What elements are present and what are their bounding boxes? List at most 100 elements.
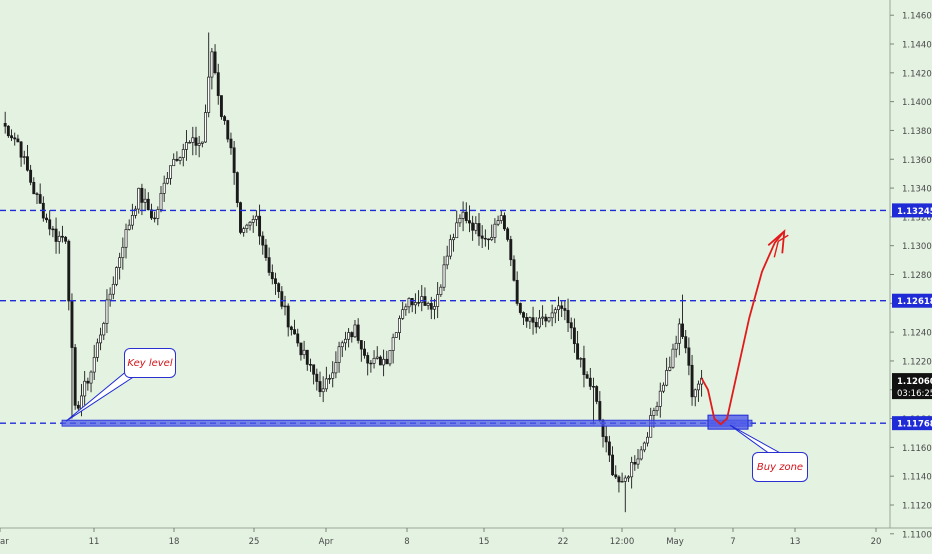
candle-body (6, 125, 10, 137)
candle-body (541, 316, 545, 319)
candle-body (595, 386, 599, 402)
candle-body (356, 324, 360, 341)
candle-body (668, 366, 672, 371)
candle-body (92, 357, 96, 373)
candle-body (480, 235, 484, 239)
candle-body (375, 356, 379, 359)
candle-body (611, 454, 615, 476)
candle-body (448, 239, 452, 257)
candle-body (681, 323, 684, 337)
y-tick-label: 1.13600 (902, 156, 932, 166)
y-tick-label: 1.11600 (902, 444, 932, 454)
candle-body (194, 137, 198, 146)
x-tick-label: May (666, 537, 684, 547)
candle-body (350, 332, 354, 338)
candle-body (534, 321, 538, 328)
candle-body (121, 246, 125, 259)
current-price-label-bg (892, 373, 932, 400)
projection-arrowhead-sketch (773, 234, 789, 258)
candle-body (140, 187, 144, 203)
candle-body (627, 476, 630, 479)
candle-body (162, 182, 166, 194)
candle-body (499, 215, 503, 221)
level-label: 1.11768 (897, 420, 932, 430)
candle-body (388, 350, 392, 365)
candle-body (245, 224, 249, 229)
projection-path (700, 230, 785, 426)
candle-body (401, 309, 405, 319)
candle-body (25, 156, 29, 171)
candle-body (95, 342, 99, 358)
candle-body (563, 308, 567, 311)
candle-body (604, 436, 608, 443)
candle-body (111, 283, 115, 295)
candle-body (60, 235, 64, 238)
candle-body (592, 385, 595, 388)
key-level-callout: Key level (124, 348, 176, 378)
candle-body (442, 264, 446, 288)
candle-body (130, 215, 134, 226)
candle-body (19, 141, 23, 158)
candle-body (105, 299, 109, 324)
candle-body (502, 215, 506, 230)
candle-body (124, 229, 128, 248)
x-tick-label: Apr (319, 537, 334, 547)
candle-body (655, 405, 659, 412)
candle-body (525, 316, 529, 322)
candle-body (134, 208, 138, 216)
candle-body (156, 209, 160, 219)
candle-body (32, 181, 36, 195)
candle-body (518, 303, 522, 313)
candle-body (455, 222, 459, 239)
candle-body (239, 202, 242, 233)
candle-body (80, 395, 83, 409)
candle-body (137, 187, 141, 210)
candle-body (343, 338, 347, 344)
candle-body (617, 476, 621, 483)
candle-body (582, 358, 586, 375)
candle-body (229, 138, 233, 149)
candle-body (35, 193, 39, 195)
candle-body (607, 441, 611, 456)
x-tick-label: 11 (89, 537, 100, 547)
candle-body (468, 220, 471, 224)
candle-body (614, 474, 618, 478)
y-tick-label: 1.11200 (902, 501, 932, 511)
x-tick-label: ar (0, 537, 9, 547)
candle-body (45, 217, 48, 221)
support-zone-band (61, 419, 753, 427)
candle-body (181, 149, 185, 158)
buy-zone-callout: Buy zone (752, 452, 808, 482)
candle-body (235, 172, 239, 203)
level-label: 1.13245 (897, 207, 932, 217)
candle-body (461, 211, 465, 219)
level-label-bg (892, 416, 932, 431)
candle-body (324, 378, 328, 390)
y-tick-label: 1.13400 (902, 185, 932, 195)
candle-body (537, 317, 541, 328)
candle-body (226, 120, 230, 140)
candle-body (115, 267, 118, 285)
candle-body (363, 348, 366, 356)
candle-body (359, 340, 363, 350)
candle-body (464, 211, 468, 221)
candle-body (366, 355, 370, 364)
candle-body (184, 142, 188, 150)
candle-body (127, 224, 131, 230)
candle-body (321, 388, 325, 393)
candle-body (188, 142, 192, 144)
candle-body (566, 310, 570, 324)
candle-body (38, 194, 42, 204)
candle-body (623, 477, 627, 482)
countdown-label: 03:16:25 (897, 389, 932, 399)
candle-body (242, 228, 246, 233)
candle-body (642, 442, 646, 451)
candle-body (693, 389, 697, 398)
candle-body (579, 358, 583, 360)
candle-body (70, 300, 74, 348)
candle-body (560, 305, 564, 309)
candle-body (251, 219, 255, 223)
candle-body (219, 95, 223, 117)
